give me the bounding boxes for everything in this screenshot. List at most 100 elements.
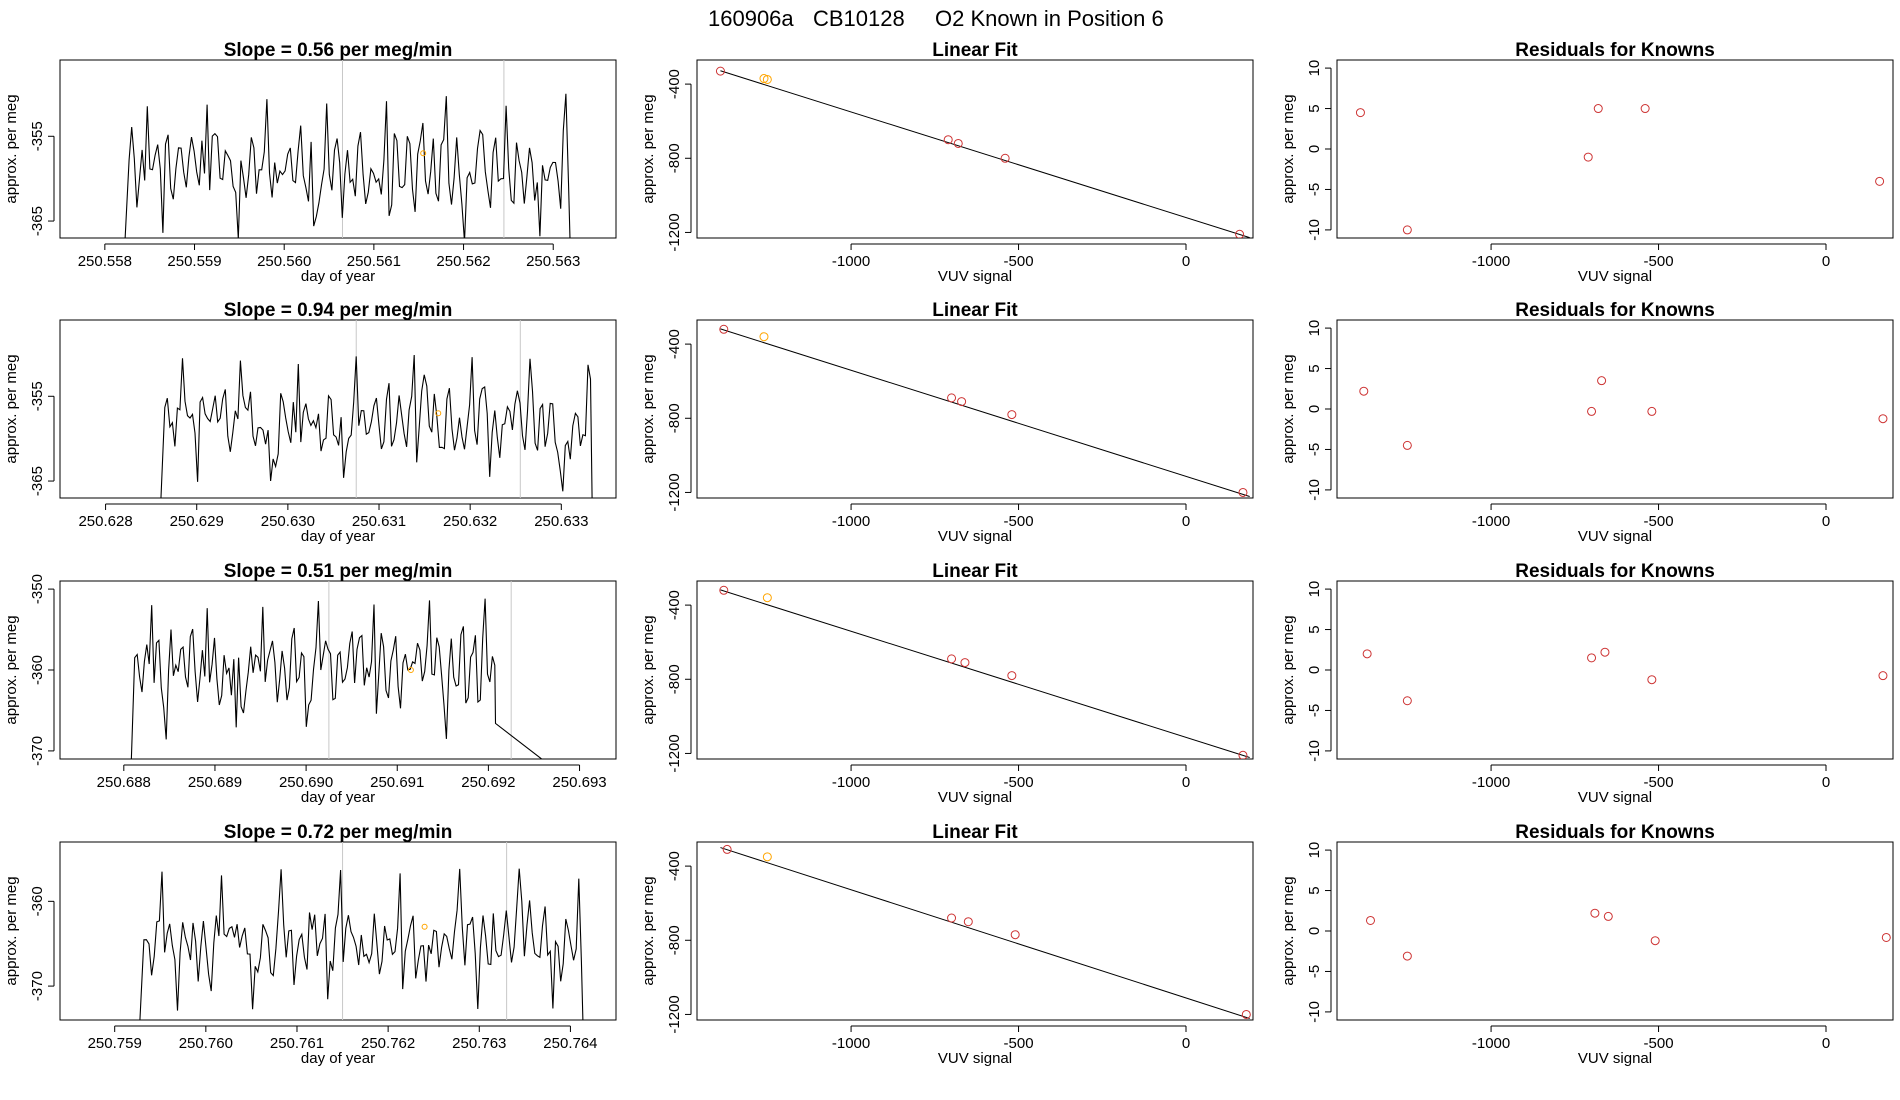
y-tick-label: 10: [1306, 60, 1323, 77]
data-point: [1010, 930, 1020, 940]
y-tick-label: 0: [1306, 666, 1323, 674]
x-tick-label: 250.690: [279, 774, 333, 791]
plot-area: [1355, 104, 1885, 235]
data-point: [1007, 671, 1017, 681]
data-point: [960, 658, 970, 668]
x-tick-label: 250.762: [361, 1035, 415, 1052]
x-tick-label: -500: [1004, 774, 1034, 791]
x-tick-label: 250.561: [347, 253, 401, 270]
y-axis-label: approx. per meg: [640, 876, 657, 985]
panel-r3-c3: Residuals for Knowns -1000 -500 0 VUV signal…: [1280, 561, 1894, 806]
data-point: [947, 913, 957, 923]
x-tick-label: 250.759: [88, 1035, 142, 1052]
chart-title: Residuals for Knowns: [1515, 40, 1715, 61]
x-tick-label: 0: [1182, 253, 1190, 270]
data-point: [1359, 386, 1369, 396]
data-point: [1238, 750, 1248, 759]
y-tick-label: -10: [1306, 219, 1323, 241]
x-axis-label: VUV signal: [1578, 528, 1652, 545]
fit-line: [720, 328, 1250, 497]
x-tick-label: -1000: [1472, 513, 1510, 530]
x-tick-label: 0: [1822, 774, 1830, 791]
suptitle-desc: O2 Known in Position 6: [935, 6, 1164, 31]
x-tick-label: 250.559: [167, 253, 221, 270]
panel-r3-c2: Linear Fit -1000 -500 0 VUV signal -400 -800 -1…: [640, 561, 1254, 806]
plot-area: [139, 842, 584, 1020]
x-axis-label: day of year: [301, 1050, 375, 1067]
fit-line: [720, 847, 1250, 1019]
y-tick-label: 5: [1306, 364, 1323, 372]
time-series-line: [124, 93, 571, 238]
data-point: [1650, 936, 1660, 946]
sample-marker: [407, 667, 414, 673]
data-point: [759, 332, 769, 342]
chart-title: Linear Fit: [932, 822, 1018, 843]
x-tick-label: -500: [1644, 513, 1674, 530]
plot-frame: [696, 59, 1254, 239]
y-tick-label: -360: [29, 886, 46, 916]
panel-r1-c2: Linear Fit -1000 -500 0 VUV signal -400 -800 -1…: [640, 40, 1254, 285]
x-tick-label: 250.763: [452, 1035, 506, 1052]
y-tick-label: 5: [1306, 104, 1323, 112]
y-tick-label: 0: [1306, 927, 1323, 935]
time-series-line: [139, 868, 584, 1020]
plot-area: [719, 585, 1250, 759]
plot-area: [1365, 908, 1891, 961]
x-tick-label: -1000: [1472, 253, 1510, 270]
y-tick-label: -1200: [666, 213, 683, 251]
panel-r4-c2: Linear Fit -1000 -500 0 VUV signal -400 -800 -1…: [640, 822, 1254, 1067]
sample-marker: [435, 410, 442, 417]
y-tick-label: -400: [666, 69, 683, 99]
x-axis-label: day of year: [301, 268, 375, 285]
plot-frame: [1336, 841, 1894, 1021]
y-tick-label: -370: [29, 971, 46, 1001]
x-tick-label: -1000: [832, 1035, 870, 1052]
data-point: [1000, 153, 1010, 163]
x-axis-label: VUV signal: [1578, 789, 1652, 806]
data-point: [1881, 932, 1891, 942]
plot-frame: [696, 841, 1254, 1021]
x-tick-label: 250.629: [170, 513, 224, 530]
data-point: [1647, 406, 1657, 416]
y-axis-label: approx. per meg: [1280, 615, 1297, 724]
plot-frame: [59, 580, 617, 760]
x-tick-label: 250.692: [461, 774, 515, 791]
data-point: [943, 135, 953, 145]
panel-r1-c1: Slope = 0.56 per meg/min 250.558 250.559 25…: [3, 40, 617, 285]
plot-area: [719, 324, 1250, 497]
panel-r4-c3: Residuals for Knowns -1000 -500 0 VUV signal…: [1280, 822, 1894, 1067]
x-tick-label: 250.760: [179, 1035, 233, 1052]
sample-marker: [420, 150, 427, 157]
plot-area: [1362, 647, 1888, 706]
suptitle-tank: CB10128: [813, 6, 905, 31]
data-point: [953, 138, 963, 148]
y-tick-label: -355: [29, 381, 46, 411]
plot-frame: [1336, 319, 1894, 499]
data-point: [1600, 647, 1610, 657]
x-axis-label: VUV signal: [1578, 268, 1652, 285]
plot-area: [130, 581, 543, 759]
data-point: [1402, 951, 1412, 961]
chart-title: Residuals for Knowns: [1515, 300, 1715, 321]
y-tick-label: -365: [29, 466, 46, 496]
x-tick-label: 0: [1822, 513, 1830, 530]
x-tick-label: -500: [1004, 513, 1034, 530]
data-point: [762, 74, 772, 84]
data-point: [719, 324, 729, 334]
plot-frame: [59, 841, 617, 1021]
y-tick-label: -800: [666, 403, 683, 433]
x-axis-label: day of year: [301, 789, 375, 806]
y-tick-label: -355: [29, 121, 46, 151]
x-tick-label: 250.761: [270, 1035, 324, 1052]
x-tick-label: -1000: [832, 253, 870, 270]
y-tick-label: -10: [1306, 1001, 1323, 1023]
x-tick-label: -1000: [832, 774, 870, 791]
chart-title: Residuals for Knowns: [1515, 561, 1715, 582]
chart-title: Slope = 0.72 per meg/min: [224, 822, 453, 843]
chart-title: Slope = 0.94 per meg/min: [224, 300, 453, 321]
sample-marker: [421, 923, 428, 930]
y-tick-label: -350: [29, 574, 46, 604]
data-point: [1590, 908, 1600, 918]
data-point: [1587, 406, 1597, 416]
x-tick-label: 250.628: [78, 513, 132, 530]
